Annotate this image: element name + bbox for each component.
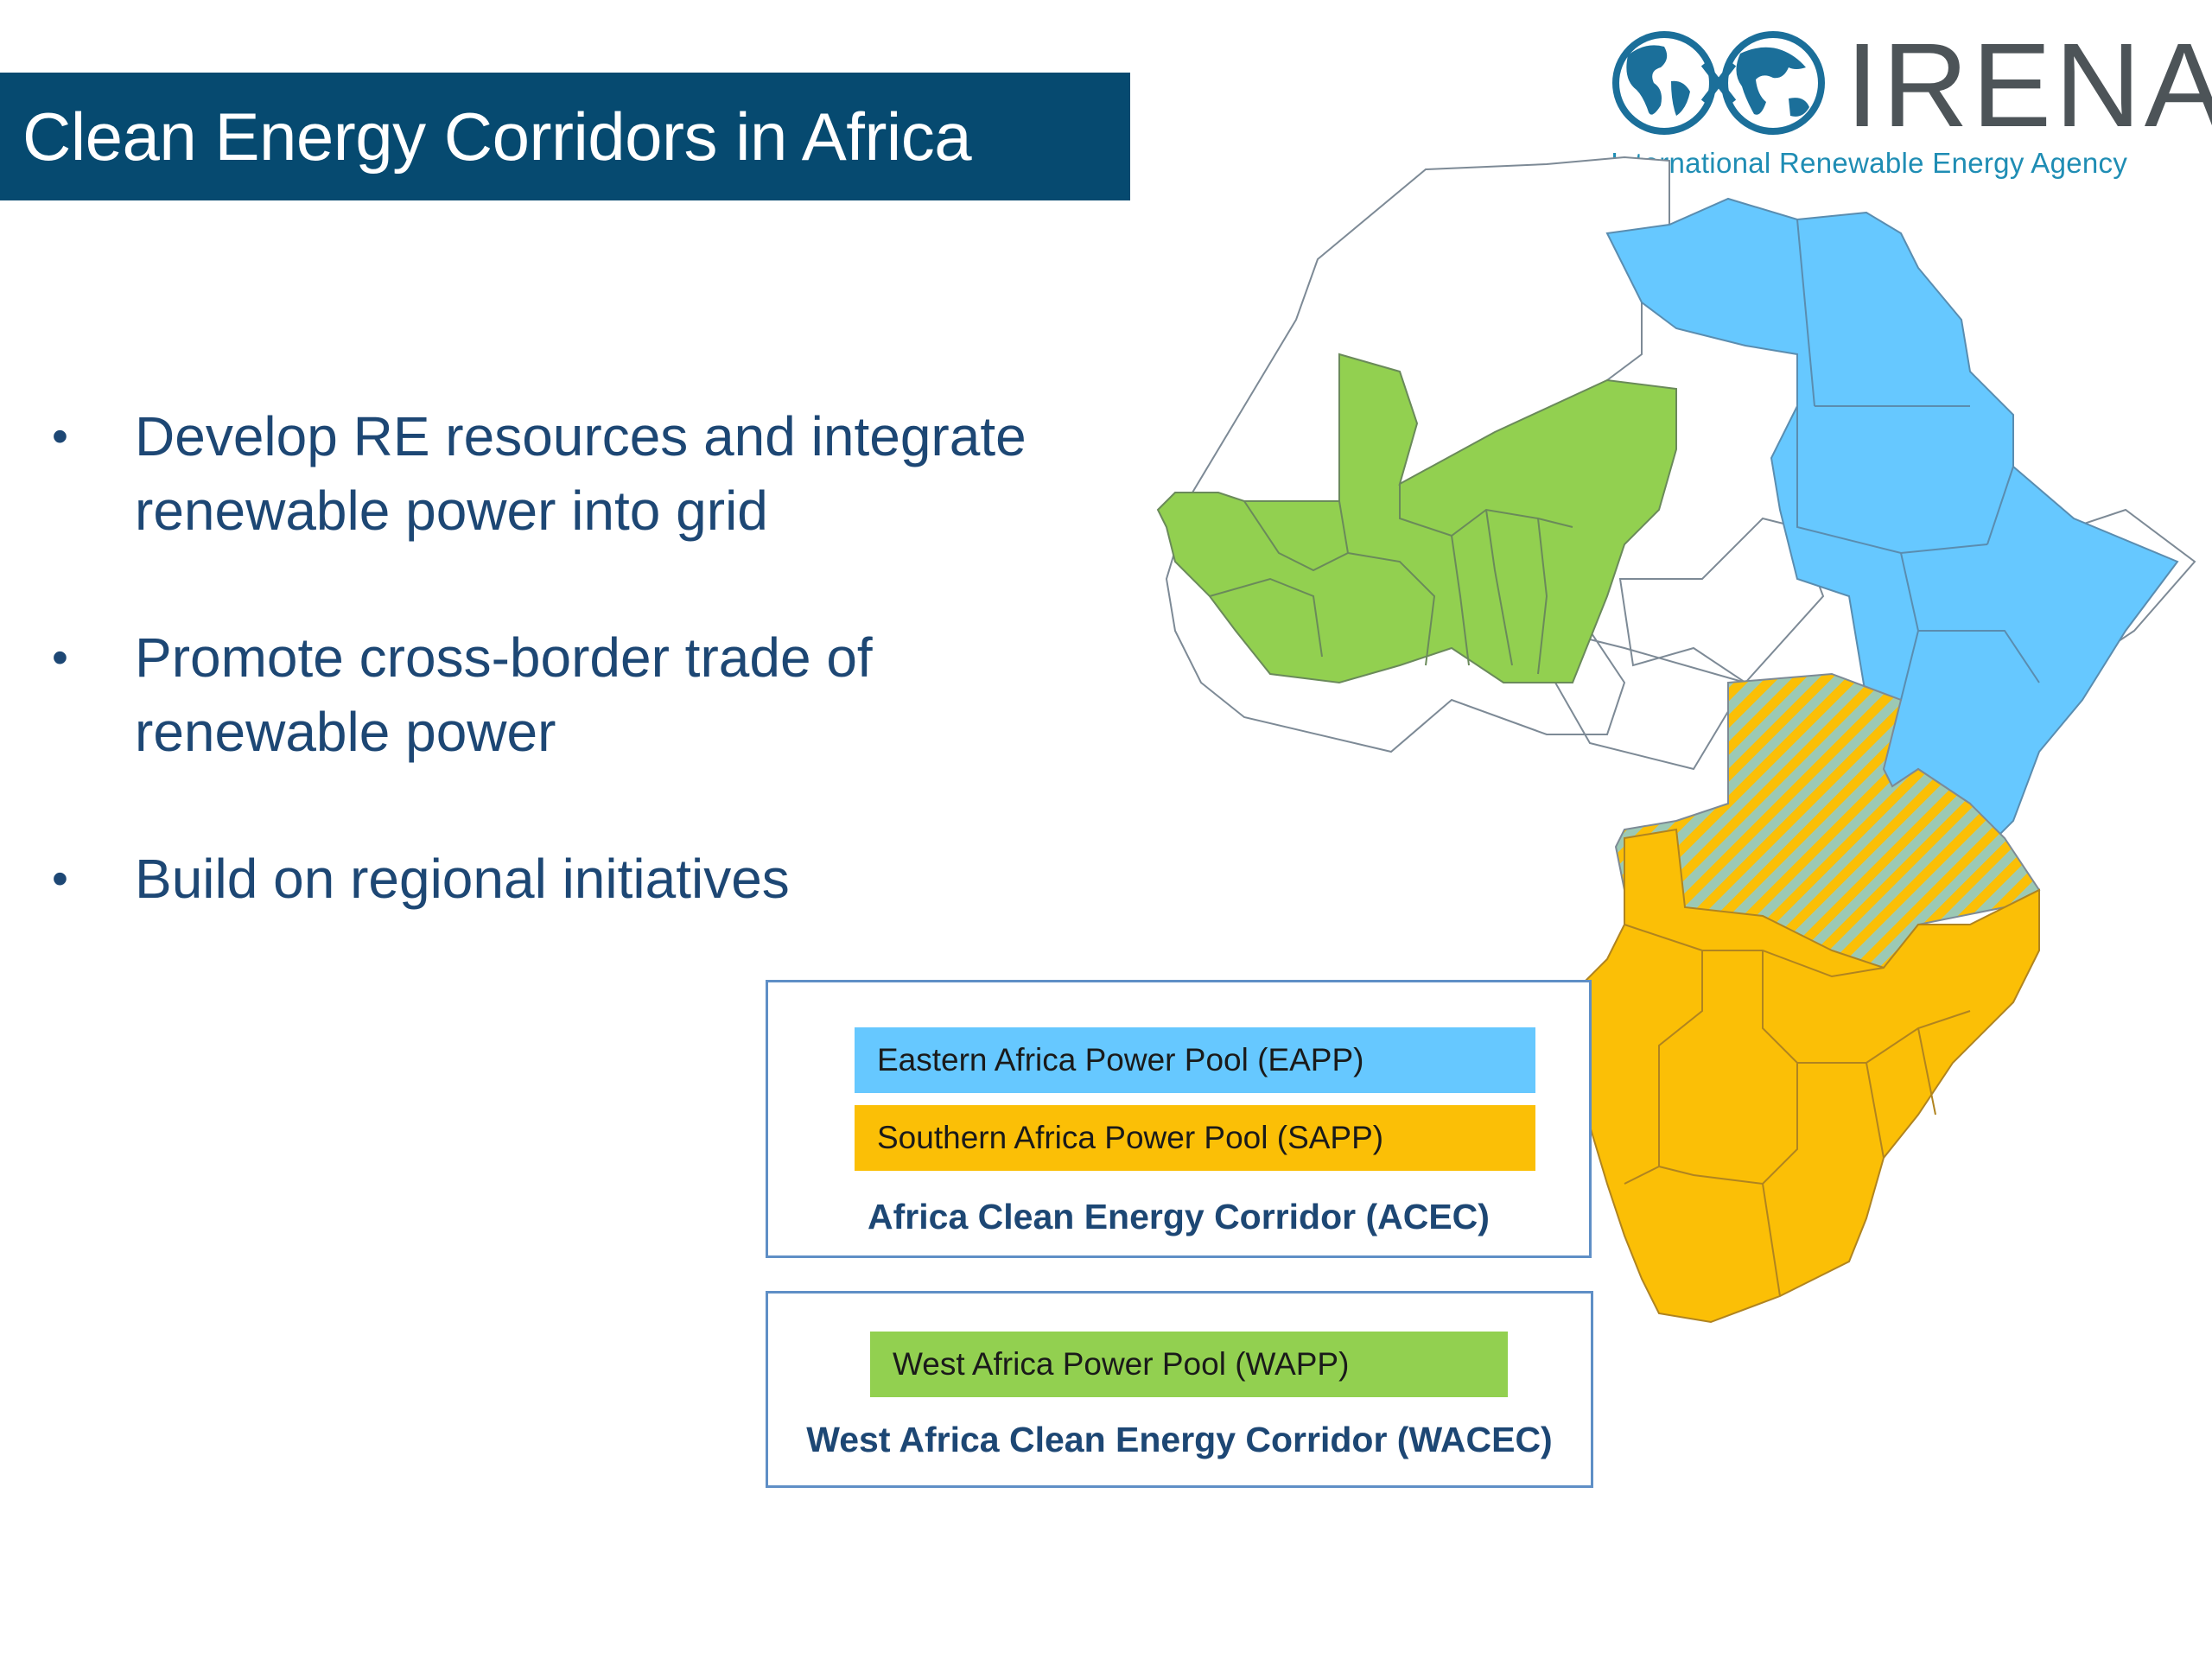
bullet-list: Develop RE resources and integrate renew… (45, 399, 1082, 988)
logo-tagline: International Renewable Energy Agency (1611, 147, 2128, 179)
legend-wapp-swatch: West Africa Power Pool (WAPP) (870, 1332, 1508, 1397)
legend-wapp-label: West Africa Power Pool (WAPP) (893, 1346, 1350, 1382)
legend-sapp-swatch: Southern Africa Power Pool (SAPP) (855, 1105, 1535, 1171)
bullet-item: Develop RE resources and integrate renew… (45, 399, 1082, 548)
legend-eapp-label: Eastern Africa Power Pool (EAPP) (877, 1042, 1364, 1077)
sapp-borders (1624, 924, 1971, 1297)
legend-eapp-swatch: Eastern Africa Power Pool (EAPP) (855, 1027, 1535, 1093)
legend-wacec: West Africa Power Pool (WAPP) West Afric… (766, 1291, 1593, 1488)
acec-corridor-name: Africa Clean Energy Corridor (ACEC) (868, 1197, 1490, 1236)
eapp-region (1605, 197, 2179, 840)
legend-sapp-label: Southern Africa Power Pool (SAPP) (877, 1120, 1384, 1155)
irena-logo: IRENA International Renewable Energy Age… (1604, 19, 2212, 192)
wapp-borders (1209, 484, 1573, 675)
slide-title: Clean Energy Corridors in Africa (22, 98, 972, 175)
globe-infinity-icon (1612, 31, 1825, 135)
legend-acec: Eastern Africa Power Pool (EAPP) Souther… (766, 980, 1592, 1258)
wacec-corridor-name: West Africa Clean Energy Corridor (WACEC… (806, 1420, 1553, 1459)
bullet-item: Promote cross-border trade of renewable … (45, 620, 1082, 769)
africa-map (1156, 156, 2196, 1324)
slide-title-bar: Clean Energy Corridors in Africa (0, 73, 1130, 200)
logo-wordmark: IRENA (1846, 19, 2212, 152)
bullet-item: Build on regional initiatives (45, 842, 1082, 916)
